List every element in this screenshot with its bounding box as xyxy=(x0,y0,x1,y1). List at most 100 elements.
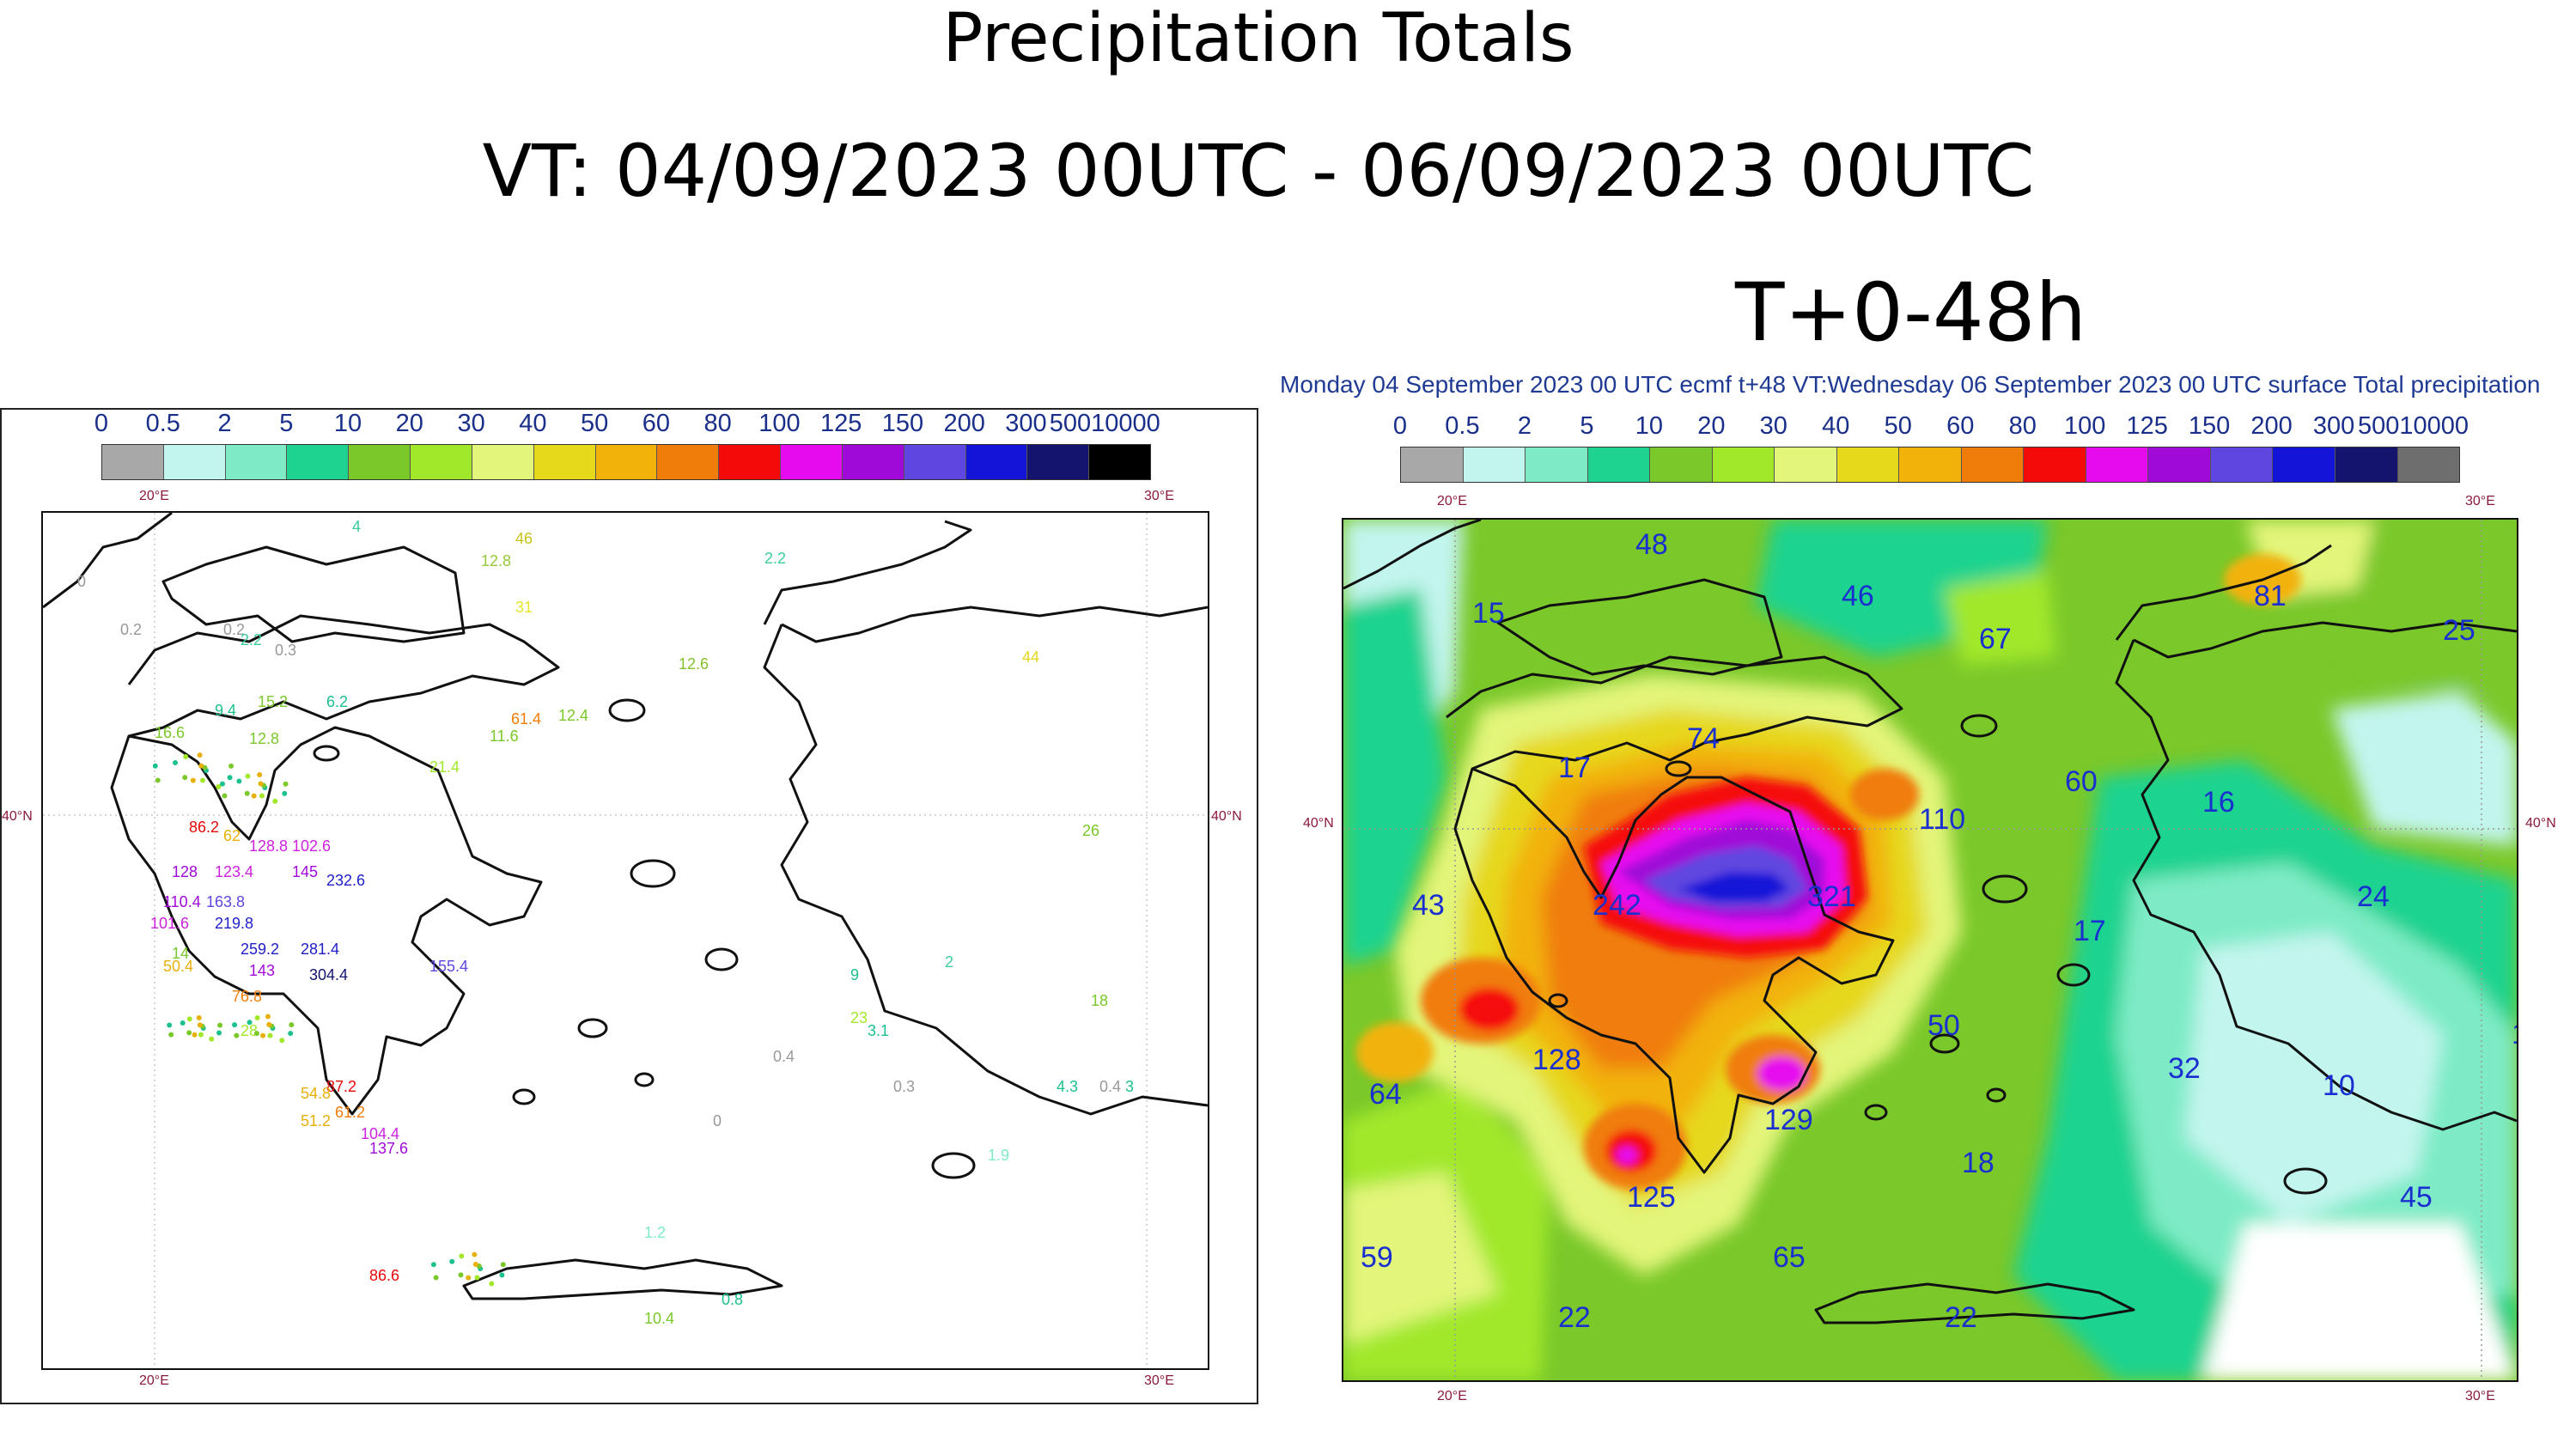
lat-label-40n-right: 40°N xyxy=(1211,809,1242,824)
station-marker xyxy=(216,1030,222,1036)
station-value: 12.4 xyxy=(558,707,588,724)
station-value: 6.2 xyxy=(326,693,348,710)
station-marker xyxy=(167,1022,173,1028)
station-marker xyxy=(198,1032,204,1038)
legend-label: 300 xyxy=(1005,410,1047,437)
legend-color-cell xyxy=(657,445,720,479)
precip-field-low xyxy=(1343,520,2517,1380)
station-marker xyxy=(217,1022,223,1028)
legend-label: 5 xyxy=(279,410,294,437)
forecast-value-labels: 4815466781257417601101643242321243417501… xyxy=(1361,528,2517,1334)
station-value: 54.8 xyxy=(301,1085,331,1102)
legend-color-cell xyxy=(719,445,782,479)
station-value: 4.3 xyxy=(1057,1078,1078,1095)
legend-label: 125 xyxy=(2126,412,2168,440)
station-value: 143 xyxy=(249,962,275,979)
station-marker xyxy=(259,793,265,799)
legend-color-cell xyxy=(225,445,288,479)
forecast-value-label: 25 xyxy=(2443,614,2476,647)
station-marker xyxy=(459,1253,465,1259)
island-kos xyxy=(634,1072,655,1087)
station-marker xyxy=(258,781,264,787)
station-value: 0.3 xyxy=(275,642,296,659)
legend-color-cell xyxy=(1961,447,2025,482)
station-value: 62 xyxy=(223,827,241,844)
station-value: 110.4 xyxy=(163,893,201,910)
legend-label: 125 xyxy=(819,410,862,437)
island-samos xyxy=(577,1018,608,1038)
legend-color-cell xyxy=(1463,447,1526,482)
legend-label: 0 xyxy=(94,410,109,437)
station-marker xyxy=(199,777,205,783)
island-thasos xyxy=(608,698,646,722)
legend-color-cell xyxy=(595,445,658,479)
station-value: 0 xyxy=(713,1112,722,1129)
station-value: 76.8 xyxy=(232,988,262,1005)
station-value: 128 xyxy=(172,863,198,880)
fc-lon-label-20e-bottom: 20°E xyxy=(1437,1389,1467,1403)
legend-color-cell xyxy=(2397,447,2460,482)
station-marker xyxy=(197,752,203,758)
station-value: 0.2 xyxy=(120,621,142,638)
main-title: Precipitation Totals xyxy=(942,0,1574,77)
station-marker xyxy=(183,754,189,760)
station-marker xyxy=(253,1031,259,1037)
station-value: 86.2 xyxy=(189,819,219,836)
forecast-panel: 0 0.5 2 5 10 20 30 40 50 60 80 100 125 150 200 300 50010… xyxy=(1280,408,2576,1422)
station-value: 18 xyxy=(1091,992,1108,1009)
legend-label: 20 xyxy=(395,410,423,437)
station-marker xyxy=(232,1022,238,1028)
legend-label: 50010000 xyxy=(1049,410,1160,437)
forecast-header: Monday 04 September 2023 00 UTC ecmf t+4… xyxy=(1280,371,2541,398)
fc-lon-label-20e-top: 20°E xyxy=(1437,494,1467,508)
station-marker xyxy=(266,1021,272,1027)
legend-label: 50 xyxy=(580,410,609,437)
island-naxos xyxy=(512,1088,536,1105)
station-marker xyxy=(155,777,161,783)
station-value: 304.4 xyxy=(309,966,348,983)
fc-lon-label-30e-top: 30°E xyxy=(2465,494,2495,508)
station-marker xyxy=(499,1272,505,1278)
forecast-map-svg: 4815466781257417601101643242321243417501… xyxy=(1343,520,2517,1380)
forecast-value-label: 15 xyxy=(1472,597,1505,630)
legend-label: 30 xyxy=(1759,412,1787,440)
station-value: 28 xyxy=(241,1022,258,1039)
station-value: 259.2 xyxy=(241,941,279,958)
station-value: 155.4 xyxy=(429,958,468,975)
station-value: 86.6 xyxy=(369,1267,399,1284)
legend-label: 100 xyxy=(758,410,801,437)
station-marker xyxy=(245,773,251,779)
station-value: 102.6 xyxy=(292,837,331,855)
forecast-value-label: 10 xyxy=(2323,1069,2355,1102)
forecast-value-label: 24 xyxy=(2357,880,2390,913)
legend-label: 2 xyxy=(217,410,232,437)
station-marker xyxy=(247,1020,253,1026)
station-marker xyxy=(449,1258,455,1264)
station-marker xyxy=(190,777,196,783)
forecast-value-label: 22 xyxy=(1945,1301,1977,1334)
legend-color-cell xyxy=(781,445,843,479)
forecast-value-label: 13 xyxy=(2512,1018,2517,1050)
station-marker xyxy=(219,781,225,787)
legend-color-cell xyxy=(1027,445,1090,479)
legend-color-cell xyxy=(1650,447,1713,482)
station-value: 4 xyxy=(352,518,361,535)
coast-black-sea xyxy=(763,520,972,625)
station-value: 12.6 xyxy=(679,655,709,673)
fc-lat-label-40n-right: 40°N xyxy=(2525,816,2556,831)
station-value: 16.6 xyxy=(155,724,185,741)
forecast-value-label: 242 xyxy=(1592,889,1641,922)
legend-label: 50 xyxy=(1884,412,1912,440)
legend-label: 200 xyxy=(943,410,985,437)
legend-color-cell xyxy=(1587,447,1651,482)
forecast-value-label: 45 xyxy=(2400,1181,2433,1214)
station-value: 10.4 xyxy=(644,1310,674,1327)
station-value: 2.2 xyxy=(764,550,786,567)
lat-label-40n-left: 40°N xyxy=(2,809,33,824)
legend-color-cell xyxy=(102,445,164,479)
legend-label: 300 xyxy=(2312,412,2355,440)
station-marker xyxy=(254,1015,260,1021)
legend-label: 10 xyxy=(1635,412,1664,440)
